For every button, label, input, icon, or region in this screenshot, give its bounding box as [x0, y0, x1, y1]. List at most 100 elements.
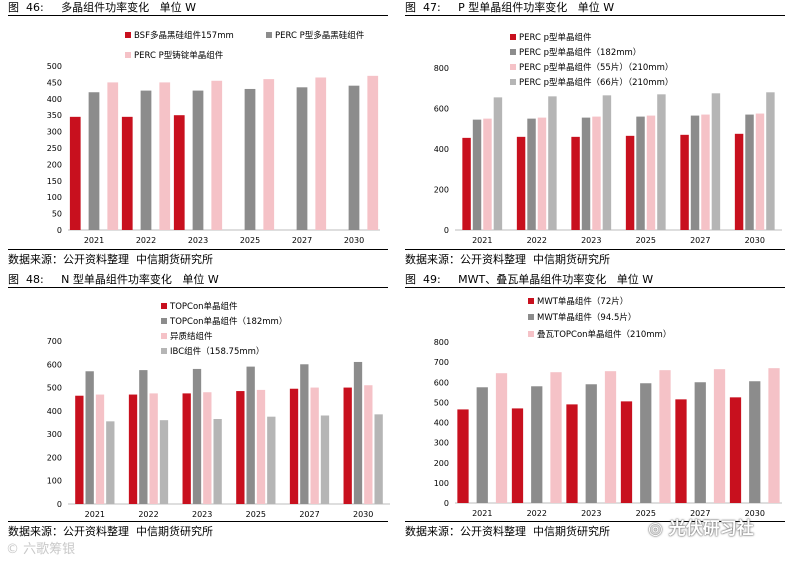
wechat-icon: ◎	[648, 519, 663, 539]
bar-2023-series-1	[581, 117, 591, 230]
title-rule	[405, 287, 785, 288]
bar-2023-series-0	[182, 393, 191, 504]
legend-swatch	[528, 314, 534, 320]
y-tick-label: 100	[434, 479, 449, 488]
legend-label: TOPCon单晶组件（182mm）	[169, 316, 287, 327]
x-tick-label: 2025	[240, 236, 260, 245]
x-tick-label: 2025	[636, 236, 656, 245]
x-tick-label: 2030	[353, 510, 373, 519]
bar-2023-series-3	[602, 95, 612, 231]
chart-panel-46: 图 46: 多晶组件功率变化 单位 W 0 50 100 150 200 250 300 35…	[0, 0, 396, 281]
bar-2027-series-3	[711, 93, 721, 230]
x-tick-label: 2030	[344, 236, 364, 245]
y-tick-label: 700	[434, 358, 449, 367]
bar-2030-series-3	[766, 92, 775, 230]
bar-2030-series-1	[348, 85, 360, 231]
x-tick-label: 2030	[745, 509, 765, 518]
chart-title: 图 49: MWT、叠瓦单晶组件功率变化 单位 W	[405, 273, 654, 286]
legend-label: 异质结组件	[170, 331, 213, 342]
legend-swatch	[528, 331, 534, 337]
y-tick-label: 800	[434, 338, 449, 347]
bar-2025-series-1	[640, 383, 652, 503]
legend-label: PERC p型单晶组件（66片）（210mm）	[519, 77, 673, 88]
legend-label: MWT单晶组件（94.5片）	[537, 312, 636, 323]
bar-2027-series-1	[694, 382, 706, 503]
legend-label: 叠瓦TOPCon单晶组件（210mm）	[537, 329, 671, 340]
bar-2022-series-0	[511, 408, 524, 503]
watermark-logo-icon: ©	[6, 542, 19, 557]
legend-label: BSF多晶黑硅组件157mm	[134, 30, 234, 41]
bar-2027-series-2	[310, 387, 319, 504]
bar-2025-series-0	[625, 135, 635, 230]
bar-2023-series-1	[192, 368, 202, 504]
y-tick-label: 200	[434, 459, 449, 468]
bar-2030-series-2	[364, 385, 373, 504]
title-rule	[8, 15, 388, 16]
y-tick-label: 500	[434, 398, 449, 407]
bar-2021-series-1	[476, 387, 488, 503]
bar-2027-series-2	[701, 114, 710, 230]
bar-2021-series-0	[75, 395, 84, 504]
bar-2030-series-0	[729, 397, 742, 503]
bar-2023-series-2	[203, 392, 212, 504]
bar-2025-series-1	[244, 88, 256, 231]
legend-label: PERC P型铸锭单晶组件	[134, 50, 224, 61]
y-tick-label: 400	[47, 407, 62, 416]
x-tick-label: 2027	[690, 509, 710, 518]
bar-2030-series-3	[374, 414, 383, 504]
legend-label: PERC P型多晶黑硅组件	[275, 30, 365, 41]
x-tick-label: 2027	[292, 236, 312, 245]
bar-2025-series-0	[236, 391, 245, 504]
bar-chart-48: 0 100 200 300 400 500 600 700 2021 2022 2023 2025 20…	[47, 301, 390, 519]
source-rule	[405, 521, 785, 522]
legend-label: TOPCon单晶组件	[169, 301, 238, 312]
y-tick-label: 0	[444, 499, 449, 508]
bar-2027-series-1	[296, 87, 308, 230]
title-rule	[8, 287, 388, 288]
y-tick-label: 600	[434, 105, 449, 114]
watermark-right-text: 光伏研习社	[668, 519, 754, 539]
y-tick-label: 200	[47, 160, 62, 169]
y-tick-label: 800	[434, 64, 449, 73]
x-tick-label: 2022	[527, 509, 547, 518]
legend-label: MWT单晶组件（72片）	[537, 296, 628, 307]
bar-2022-series-2	[537, 117, 547, 230]
y-tick-label: 200	[47, 453, 62, 462]
bar-2021-series-2	[495, 373, 508, 503]
y-tick-label: 500	[47, 62, 62, 71]
y-tick-label: 200	[434, 186, 449, 195]
bar-2030-series-2	[755, 113, 765, 230]
bar-2027-series-3	[320, 415, 330, 504]
bar-2023-series-0	[571, 136, 580, 230]
y-tick-label: 600	[47, 360, 62, 369]
bar-2027-series-2	[713, 369, 726, 503]
bar-chart-47: 0 200 400 600 800 2021 2022 2023 2025 2027 2030 PER…	[434, 32, 782, 245]
bar-2022-series-1	[140, 90, 152, 230]
x-tick-label: 2027	[690, 236, 710, 245]
chart-panel-47: 图 47: P 型单晶组件功率变化 单位 W 0 200 400 600 800 2021…	[397, 0, 793, 281]
bar-2030-series-1	[745, 114, 754, 230]
bar-2021-series-0	[69, 116, 81, 230]
bar-2025-series-0	[620, 401, 633, 503]
legend-swatch	[161, 318, 167, 324]
x-tick-label: 2025	[636, 509, 656, 518]
x-tick-label: 2027	[299, 510, 319, 519]
legend-swatch	[161, 333, 167, 339]
bar-2021-series-3	[493, 97, 503, 230]
bar-2025-series-2	[263, 79, 275, 231]
x-tick-label: 2022	[138, 510, 158, 519]
source-rule	[405, 249, 785, 250]
watermark-right: ◎ 光伏研习社	[648, 514, 754, 539]
watermark-left: © 六歌筹银	[6, 538, 75, 557]
y-tick-label: 100	[47, 477, 62, 486]
bar-2022-series-1	[527, 118, 536, 230]
watermark-left-text: 六歌筹银	[23, 542, 76, 557]
bar-2027-series-1	[690, 115, 700, 230]
bar-2027-series-1	[300, 364, 309, 504]
source-note: 数据来源：公开资料整理 中信期货研究所	[8, 525, 213, 538]
x-tick-label: 2021	[85, 510, 105, 519]
x-tick-label: 2025	[246, 510, 266, 519]
bar-2022-series-1	[139, 370, 148, 504]
y-tick-label: 500	[47, 384, 62, 393]
y-tick-label: 0	[57, 500, 62, 509]
